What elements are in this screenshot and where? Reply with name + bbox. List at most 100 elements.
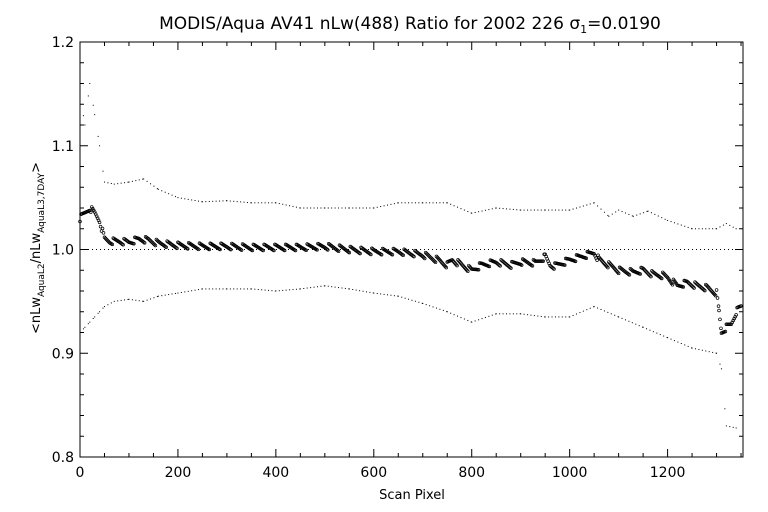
lower-point	[670, 338, 672, 340]
lower-point	[295, 288, 297, 290]
upper-point	[650, 212, 652, 214]
lower-point	[561, 316, 563, 318]
upper-point	[664, 218, 666, 220]
lower-point	[404, 297, 406, 299]
mean-point	[689, 283, 693, 287]
lower-point	[537, 315, 539, 317]
upper-point	[687, 226, 689, 228]
lower-point	[316, 286, 318, 288]
mean-point	[326, 248, 330, 252]
mean-point	[97, 220, 102, 225]
lower-point	[177, 292, 179, 294]
mean-point	[250, 248, 255, 253]
lower-point	[589, 307, 591, 309]
mean-point	[573, 259, 578, 264]
mean-point	[714, 288, 719, 292]
mean-point	[681, 285, 686, 289]
lower-point	[215, 288, 217, 290]
lower-point	[463, 318, 465, 320]
upper-point	[558, 209, 560, 211]
lower-point	[516, 313, 518, 315]
upper-point	[275, 202, 277, 204]
upper-point	[383, 205, 385, 207]
lower-point	[359, 290, 361, 292]
upper-point	[429, 202, 431, 204]
y-tick-label: 0.8	[52, 450, 74, 466]
lower-point	[628, 320, 630, 322]
upper-point	[168, 193, 170, 195]
lower-point	[614, 314, 616, 316]
lower-point	[499, 313, 501, 315]
lower-point	[607, 311, 609, 313]
y-tick-label: 1.2	[52, 35, 74, 51]
lower-point	[429, 305, 431, 307]
lower-point	[380, 293, 382, 295]
lower-point	[720, 368, 722, 370]
lower-point	[551, 316, 553, 318]
upper-point	[310, 207, 312, 209]
mean-point	[101, 231, 106, 235]
upper-point	[725, 223, 727, 225]
lower-point	[299, 288, 301, 290]
lower-point	[520, 313, 522, 315]
upper-point	[205, 201, 207, 203]
mean-point	[425, 252, 430, 257]
y-tick-label: 1.0	[52, 243, 74, 259]
mean-point	[541, 259, 545, 263]
lower-point	[603, 310, 605, 312]
lower-point	[110, 302, 112, 304]
mean-point	[151, 241, 156, 246]
mean-point	[716, 304, 721, 308]
mean-point	[444, 265, 449, 270]
axis-tick-labels: 0 200 400 600 800 1000 1200 0.8 0.9 1.0 1.1 1.2	[52, 35, 686, 481]
upper-point	[191, 199, 193, 201]
mean-point	[713, 293, 718, 298]
lower-point	[642, 326, 644, 328]
upper-point	[226, 200, 228, 202]
upper-point	[495, 207, 497, 209]
upper-point	[589, 203, 591, 205]
lower-point	[390, 294, 392, 296]
upper-point	[331, 207, 333, 209]
upper-point	[631, 215, 633, 217]
mean-point	[717, 308, 721, 313]
lower-point	[572, 314, 574, 316]
lower-point	[569, 316, 571, 318]
upper-point	[138, 179, 140, 181]
lower-point	[422, 302, 424, 304]
upper-point	[127, 181, 129, 183]
upper-point	[414, 202, 416, 204]
upper-point	[84, 124, 86, 126]
lower-point	[171, 293, 173, 295]
mean-point	[164, 245, 168, 249]
upper-point	[264, 202, 266, 204]
lower-point	[600, 308, 602, 310]
upper-point	[502, 208, 504, 210]
mean-point	[98, 224, 103, 229]
upper-point	[411, 202, 413, 204]
lower-point	[491, 314, 493, 316]
mean-point	[691, 285, 695, 289]
upper-point	[161, 190, 163, 192]
mean-point	[412, 254, 416, 259]
upper-point	[97, 135, 99, 137]
mean-point	[390, 252, 395, 257]
upper-point	[446, 202, 448, 204]
lower-point	[226, 288, 228, 290]
lower-point	[667, 337, 669, 339]
lower-point	[705, 350, 707, 352]
lower-point	[687, 345, 689, 347]
lower-point	[512, 313, 514, 315]
lower-point	[327, 285, 329, 287]
mean-point	[421, 254, 425, 259]
lower-point	[303, 287, 305, 289]
lower-point	[324, 285, 326, 287]
upper-point	[102, 170, 104, 172]
mean-point	[422, 256, 427, 261]
mean-point	[584, 256, 589, 260]
lower-point	[310, 287, 312, 289]
upper-point	[551, 209, 553, 211]
upper-point	[306, 207, 308, 209]
lower-point	[502, 313, 504, 315]
upper-point	[292, 205, 294, 207]
